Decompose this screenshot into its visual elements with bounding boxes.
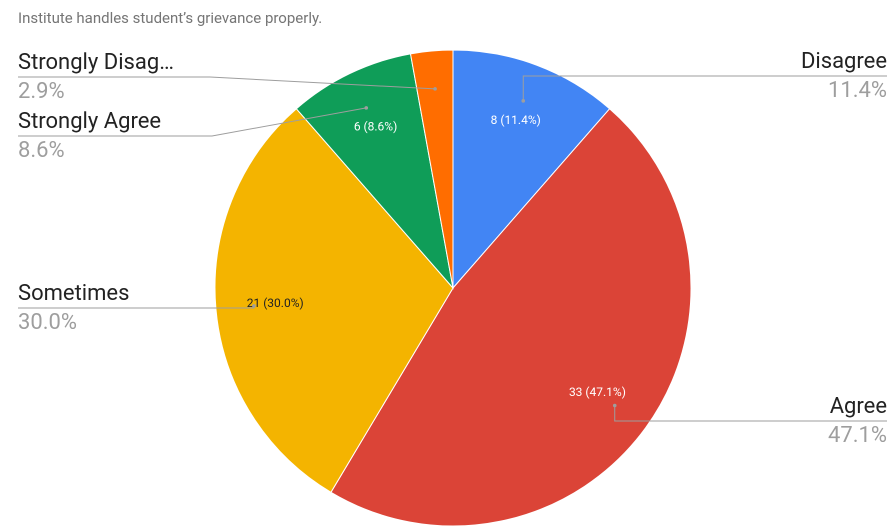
leader-line	[522, 75, 887, 101]
percent-label: 11.4%	[828, 78, 887, 103]
leader-dot	[252, 304, 256, 308]
pie-slice	[452, 49, 611, 290]
pie-slice	[409, 49, 454, 289]
leader-dot	[521, 99, 526, 103]
percent-label: 8.6%	[18, 138, 65, 163]
percent-label: 30.0%	[18, 310, 77, 335]
category-label: Disagree	[801, 49, 887, 74]
leader-line	[18, 76, 436, 90]
pie-slice	[295, 53, 454, 290]
percent-label: 2.9%	[18, 79, 65, 104]
category-label: Strongly Agree	[18, 109, 161, 134]
leader-dot	[364, 106, 369, 110]
slice-label: 21 (30.0%)	[247, 296, 304, 310]
slice-label: 33 (47.1%)	[569, 385, 626, 399]
leader-line	[18, 107, 367, 137]
pie-slice	[214, 108, 454, 493]
leader-dot	[433, 87, 437, 91]
category-label: Strongly Disag…	[18, 50, 174, 75]
category-label: Agree	[830, 394, 887, 419]
chart-title: Institute handles student’s grievance pr…	[18, 9, 322, 27]
pie-slice	[330, 108, 692, 526]
slice-label: 8 (11.4%)	[491, 113, 541, 127]
leader-line	[614, 405, 887, 422]
category-label: Sometimes	[18, 281, 129, 306]
percent-label: 47.1%	[828, 423, 887, 448]
leader-dot	[612, 403, 617, 408]
slice-label: 6 (8.6%)	[354, 119, 397, 133]
